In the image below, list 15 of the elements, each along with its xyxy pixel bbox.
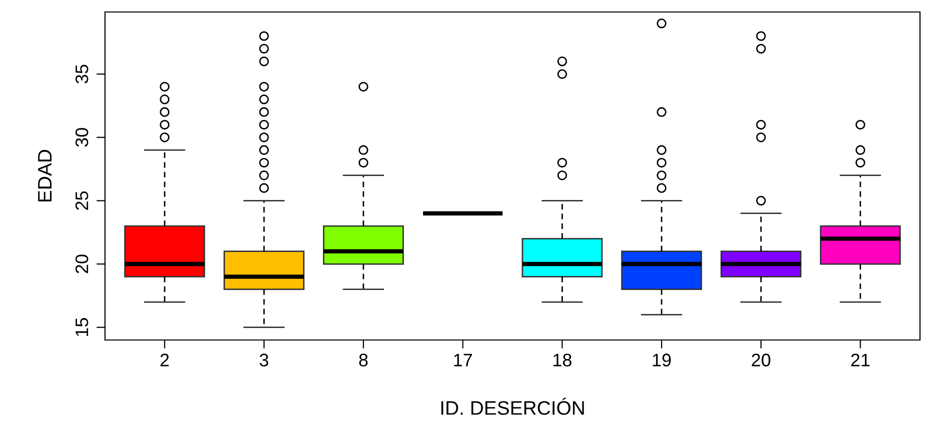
x-tick-label: 2 (160, 354, 169, 366)
y-axis-title: EDAD (38, 150, 52, 202)
y-tick-label: 15 (76, 318, 88, 336)
x-tick-label: 19 (652, 354, 671, 366)
x-tick-label: 8 (359, 354, 368, 366)
x-tick-label: 17 (454, 354, 472, 366)
x-tick-label: 21 (851, 354, 870, 366)
y-tick-label: 35 (75, 64, 88, 84)
x-tick-label: 18 (554, 354, 572, 366)
y-tick-label: 20 (75, 254, 88, 274)
y-tick-label: 30 (75, 128, 88, 147)
y-tick-label: 25 (75, 191, 88, 210)
x-axis-title: ID. DESERCIÓN (441, 398, 584, 415)
x-tick-label: 3 (260, 354, 268, 366)
x-tick-label: 20 (752, 354, 770, 366)
